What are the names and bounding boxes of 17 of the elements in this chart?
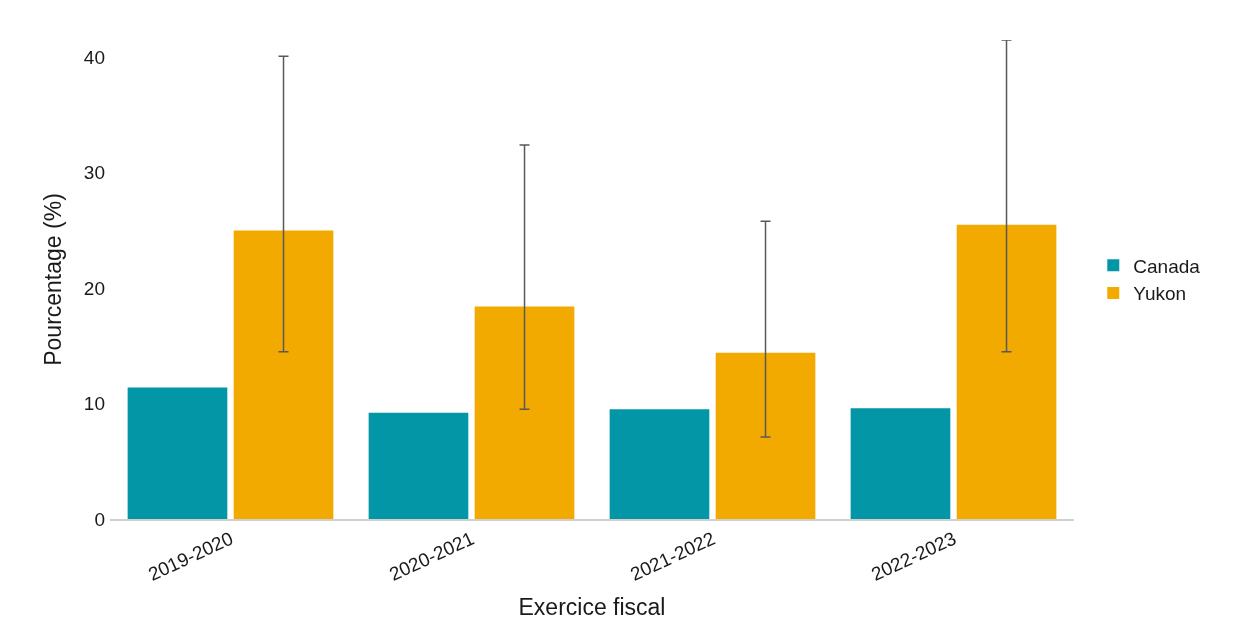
bar <box>127 387 228 519</box>
bar <box>715 352 816 519</box>
bar <box>609 409 710 519</box>
bar <box>956 224 1057 519</box>
y-axis-title: Pourcentage (%) <box>40 193 67 366</box>
bar <box>850 408 951 519</box>
bar <box>233 230 334 519</box>
y-tick-label: 0 <box>94 508 105 530</box>
y-tick-label: 40 <box>83 46 105 68</box>
x-axis-title: Exercice fiscal <box>518 594 666 621</box>
legend-label: Yukon <box>1133 283 1187 305</box>
y-tick-label: 30 <box>83 162 105 184</box>
y-tick-label: 20 <box>83 277 105 299</box>
legend-label: Canada <box>1133 255 1201 277</box>
bar <box>368 412 469 519</box>
bar <box>474 306 575 519</box>
y-tick-label: 10 <box>83 393 105 415</box>
